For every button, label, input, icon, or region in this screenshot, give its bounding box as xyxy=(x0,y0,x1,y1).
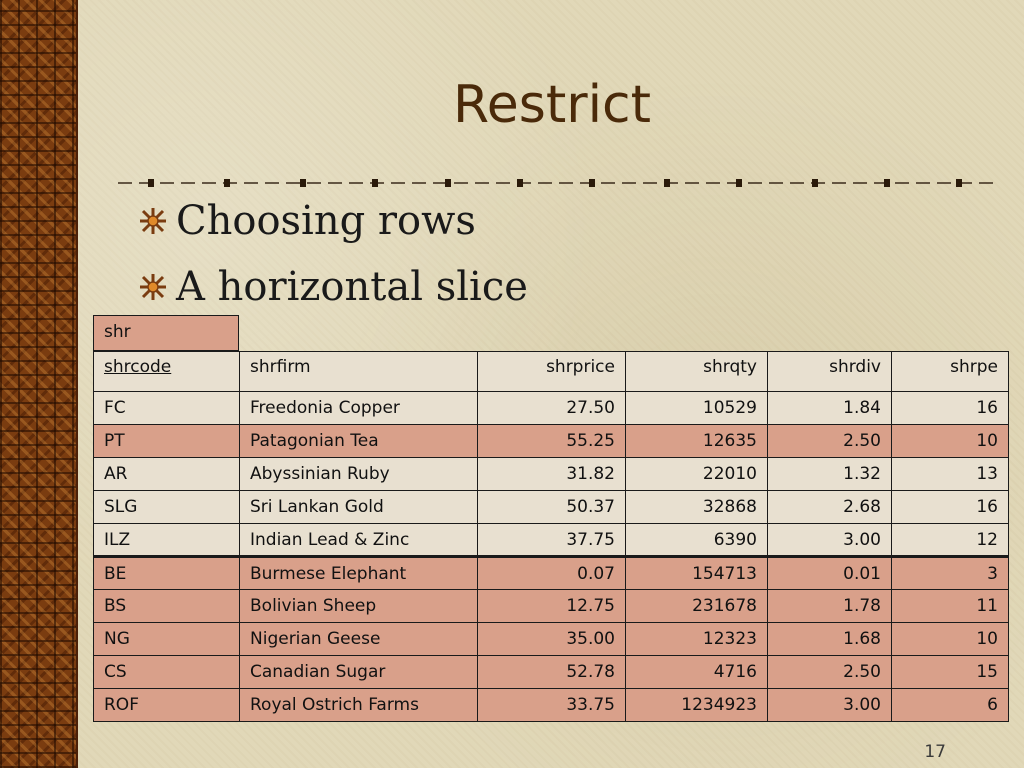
decorative-divider xyxy=(118,179,994,187)
table-row: PT Patagonian Tea 55.25 12635 2.50 10 xyxy=(93,424,1009,458)
table-row: CS Canadian Sugar 52.78 4716 2.50 15 xyxy=(93,655,1009,689)
table-cell-shrprice: 55.25 xyxy=(477,424,626,458)
table-cell-shrqty: 10529 xyxy=(625,391,768,425)
table-cell-shrpe: 10 xyxy=(891,622,1009,656)
table-cell-shrprice: 35.00 xyxy=(477,622,626,656)
page-number: 17 xyxy=(924,742,946,762)
table-row: FC Freedonia Copper 27.50 10529 1.84 16 xyxy=(93,391,1009,425)
table-cell-shrqty: 12635 xyxy=(625,424,768,458)
table-cell-shrdiv: 1.84 xyxy=(767,391,892,425)
table-row: ROF Royal Ostrich Farms 33.75 1234923 3.00 6 xyxy=(93,688,1009,722)
shr-table: shrcode shrfirm shrprice shrqty shrdiv s… xyxy=(93,351,1009,722)
table-row: NG Nigerian Geese 35.00 12323 1.68 10 xyxy=(93,622,1009,656)
table-cell-shrqty: 6390 xyxy=(625,523,768,557)
table-cell-shrprice: 37.75 xyxy=(477,523,626,557)
table-cell-shrfirm: Indian Lead & Zinc xyxy=(239,523,478,557)
table-cell-shrfirm: Canadian Sugar xyxy=(239,655,478,689)
table-cell-shrcode: ILZ xyxy=(93,523,240,557)
column-header-shrfirm: shrfirm xyxy=(239,351,478,392)
table-cell-shrfirm: Bolivian Sheep xyxy=(239,589,478,623)
table-cell-shrpe: 10 xyxy=(891,424,1009,458)
bullet-item: A horizontal slice xyxy=(138,264,528,310)
table-name-label: shr xyxy=(93,315,239,351)
table-cell-shrcode: BS xyxy=(93,589,240,623)
table-cell-shrcode: PT xyxy=(93,424,240,458)
table-cell-shrdiv: 2.50 xyxy=(767,655,892,689)
table-cell-shrpe: 16 xyxy=(891,490,1009,524)
table-cell-shrfirm: Nigerian Geese xyxy=(239,622,478,656)
table-cell-shrpe: 12 xyxy=(891,523,1009,557)
table-cell-shrdiv: 2.68 xyxy=(767,490,892,524)
column-header-shrcode: shrcode xyxy=(93,351,240,392)
table-cell-shrqty: 231678 xyxy=(625,589,768,623)
table-cell-shrpe: 11 xyxy=(891,589,1009,623)
table-cell-shrpe: 15 xyxy=(891,655,1009,689)
table-container: shr shrcode shrfirm shrprice shrqty shrd… xyxy=(93,315,1009,722)
column-header-shrdiv: shrdiv xyxy=(767,351,892,392)
table-cell-shrprice: 0.07 xyxy=(477,555,626,590)
table-cell-shrfirm: Freedonia Copper xyxy=(239,391,478,425)
table-cell-shrcode: BE xyxy=(93,555,240,590)
table-cell-shrprice: 50.37 xyxy=(477,490,626,524)
table-cell-shrfirm: Patagonian Tea xyxy=(239,424,478,458)
table-cell-shrfirm: Royal Ostrich Farms xyxy=(239,688,478,722)
table-cell-shrpe: 13 xyxy=(891,457,1009,491)
table-cell-shrdiv: 3.00 xyxy=(767,523,892,557)
column-header-shrprice: shrprice xyxy=(477,351,626,392)
table-cell-shrqty: 1234923 xyxy=(625,688,768,722)
table-cell-shrqty: 12323 xyxy=(625,622,768,656)
table-row: AR Abyssinian Ruby 31.82 22010 1.32 13 xyxy=(93,457,1009,491)
starburst-icon xyxy=(140,208,166,234)
table-cell-shrcode: SLG xyxy=(93,490,240,524)
table-cell-shrpe: 16 xyxy=(891,391,1009,425)
bullet-text: Choosing rows xyxy=(176,198,476,244)
table-cell-shrprice: 33.75 xyxy=(477,688,626,722)
table-cell-shrdiv: 1.32 xyxy=(767,457,892,491)
bullet-text: A horizontal slice xyxy=(176,264,528,310)
table-cell-shrqty: 4716 xyxy=(625,655,768,689)
table-cell-shrcode: CS xyxy=(93,655,240,689)
column-header-shrqty: shrqty xyxy=(625,351,768,392)
table-cell-shrprice: 27.50 xyxy=(477,391,626,425)
table-cell-shrcode: FC xyxy=(93,391,240,425)
table-cell-shrfirm: Sri Lankan Gold xyxy=(239,490,478,524)
slide-title: Restrict xyxy=(452,75,652,135)
table-cell-shrdiv: 1.68 xyxy=(767,622,892,656)
table-row: BS Bolivian Sheep 12.75 231678 1.78 11 xyxy=(93,589,1009,623)
table-row: ILZ Indian Lead & Zinc 37.75 6390 3.00 12 xyxy=(93,523,1009,557)
decorative-side-strip xyxy=(0,0,78,768)
column-header-shrpe: shrpe xyxy=(891,351,1009,392)
table-cell-shrprice: 12.75 xyxy=(477,589,626,623)
table-cell-shrcode: ROF xyxy=(93,688,240,722)
table-row: BE Burmese Elephant 0.07 154713 0.01 3 xyxy=(93,555,1009,590)
table-cell-shrpe: 6 xyxy=(891,688,1009,722)
table-row: SLG Sri Lankan Gold 50.37 32868 2.68 16 xyxy=(93,490,1009,524)
table-cell-shrqty: 32868 xyxy=(625,490,768,524)
starburst-icon xyxy=(140,274,166,300)
table-cell-shrqty: 22010 xyxy=(625,457,768,491)
table-cell-shrdiv: 2.50 xyxy=(767,424,892,458)
table-cell-shrdiv: 1.78 xyxy=(767,589,892,623)
table-cell-shrqty: 154713 xyxy=(625,555,768,590)
table-cell-shrprice: 52.78 xyxy=(477,655,626,689)
table-cell-shrfirm: Burmese Elephant xyxy=(239,555,478,590)
table-cell-shrfirm: Abyssinian Ruby xyxy=(239,457,478,491)
table-cell-shrprice: 31.82 xyxy=(477,457,626,491)
table-cell-shrdiv: 0.01 xyxy=(767,555,892,590)
table-cell-shrdiv: 3.00 xyxy=(767,688,892,722)
table-cell-shrcode: AR xyxy=(93,457,240,491)
table-cell-shrcode: NG xyxy=(93,622,240,656)
table-cell-shrpe: 3 xyxy=(891,555,1009,590)
bullet-item: Choosing rows xyxy=(138,198,476,244)
